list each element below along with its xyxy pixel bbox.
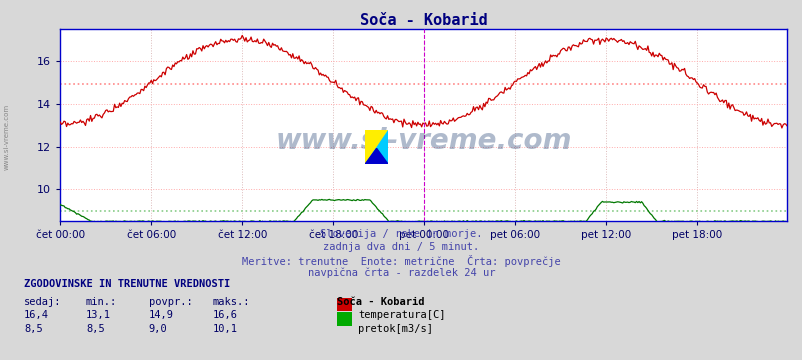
Text: povpr.:: povpr.: [148,297,192,307]
Text: maks.:: maks.: [213,297,250,307]
Text: 8,5: 8,5 [86,324,104,334]
Text: 13,1: 13,1 [86,310,111,320]
Text: ZGODOVINSKE IN TRENUTNE VREDNOSTI: ZGODOVINSKE IN TRENUTNE VREDNOSTI [24,279,230,289]
Polygon shape [365,130,387,164]
Text: 14,9: 14,9 [148,310,173,320]
Text: 9,0: 9,0 [148,324,167,334]
Text: navpična črta - razdelek 24 ur: navpična črta - razdelek 24 ur [307,268,495,278]
Text: min.:: min.: [86,297,117,307]
Text: temperatura[C]: temperatura[C] [358,310,445,320]
Text: 10,1: 10,1 [213,324,237,334]
Text: sedaj:: sedaj: [24,297,62,307]
Text: www.si-vreme.com: www.si-vreme.com [3,104,10,170]
Text: 8,5: 8,5 [24,324,43,334]
Polygon shape [365,130,387,164]
Title: Soča - Kobarid: Soča - Kobarid [359,13,487,28]
Text: www.si-vreme.com: www.si-vreme.com [275,126,571,154]
Text: 16,6: 16,6 [213,310,237,320]
Polygon shape [365,148,387,164]
Text: zadnja dva dni / 5 minut.: zadnja dva dni / 5 minut. [323,242,479,252]
Text: 16,4: 16,4 [24,310,49,320]
Text: Soča - Kobarid: Soča - Kobarid [337,297,424,307]
Text: pretok[m3/s]: pretok[m3/s] [358,324,432,334]
Text: Meritve: trenutne  Enote: metrične  Črta: povprečje: Meritve: trenutne Enote: metrične Črta: … [242,255,560,267]
Text: Slovenija / reke in morje.: Slovenija / reke in morje. [320,229,482,239]
